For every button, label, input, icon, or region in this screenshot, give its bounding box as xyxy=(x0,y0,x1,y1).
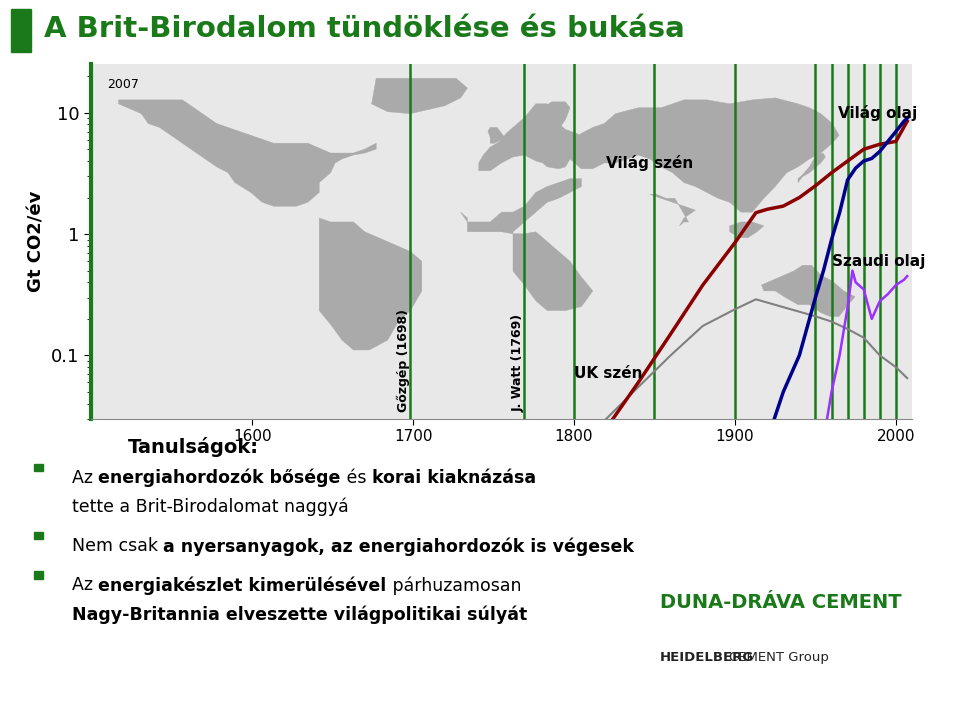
Text: Gőzgép (1698): Gőzgép (1698) xyxy=(396,309,410,412)
Polygon shape xyxy=(319,218,421,350)
Polygon shape xyxy=(461,179,593,311)
Text: J. Watt (1769): J. Watt (1769) xyxy=(511,314,524,412)
Text: HEIDELBERG: HEIDELBERG xyxy=(660,652,755,664)
Polygon shape xyxy=(798,153,826,183)
Text: DUNA-DRÁVA CEMENT: DUNA-DRÁVA CEMENT xyxy=(660,593,901,611)
Text: UK szén: UK szén xyxy=(574,366,642,381)
Polygon shape xyxy=(488,127,506,143)
Polygon shape xyxy=(570,98,839,212)
Text: korai kiaknázása: korai kiaknázása xyxy=(372,469,536,487)
Y-axis label: Gt CO2/év: Gt CO2/év xyxy=(28,191,45,292)
Text: energiakészlet kimerülésével: energiakészlet kimerülésével xyxy=(99,576,387,595)
Text: Nem csak: Nem csak xyxy=(72,537,163,555)
Text: Szaudi olaj: Szaudi olaj xyxy=(831,253,924,268)
Polygon shape xyxy=(650,195,695,226)
Polygon shape xyxy=(479,104,588,171)
Text: CEMENT Group: CEMENT Group xyxy=(729,652,828,664)
Text: A Brit-Birodalom tündöklése és bukása: A Brit-Birodalom tündöklése és bukása xyxy=(44,15,684,43)
Text: 2007: 2007 xyxy=(108,78,139,91)
Text: Az: Az xyxy=(72,469,99,487)
Polygon shape xyxy=(513,102,570,133)
Text: párhuzamosan: párhuzamosan xyxy=(387,576,521,595)
Bar xyxy=(11,9,31,52)
Text: Tanulságok:: Tanulságok: xyxy=(129,437,259,457)
Text: Világ olaj: Világ olaj xyxy=(838,105,917,121)
Text: Az: Az xyxy=(72,576,99,594)
Text: és: és xyxy=(341,469,372,487)
Text: a nyersanyagok, az energiahordozók is végesek: a nyersanyagok, az energiahordozók is vé… xyxy=(163,537,635,556)
Polygon shape xyxy=(761,266,855,316)
Polygon shape xyxy=(118,100,376,206)
Polygon shape xyxy=(730,222,764,238)
Text: Nagy-Britannia elveszette világpolitikai súlyát: Nagy-Britannia elveszette világpolitikai… xyxy=(72,605,527,624)
Text: tette a Brit-Birodalomat naggyá: tette a Brit-Birodalomat naggyá xyxy=(72,498,348,516)
Text: Világ szén: Világ szén xyxy=(606,155,693,171)
Text: energiahordozók bősége: energiahordozók bősége xyxy=(99,469,341,488)
Polygon shape xyxy=(372,78,468,114)
